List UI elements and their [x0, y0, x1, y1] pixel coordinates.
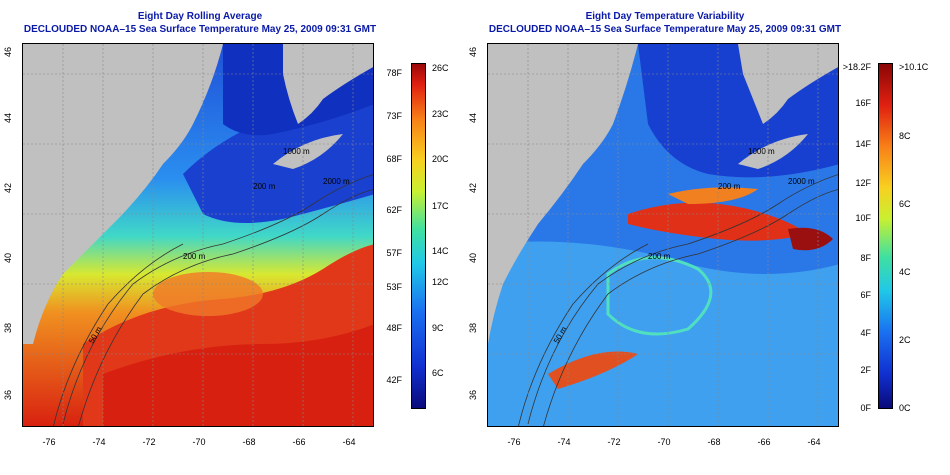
- colorbar-f-label: 62F: [386, 205, 402, 215]
- average-subtitle: DECLOUDED NOAA–15 Sea Surface Temperatur…: [23, 24, 377, 35]
- contour-label: 2000 m: [323, 177, 350, 186]
- variability-subtitle: DECLOUDED NOAA–15 Sea Surface Temperatur…: [488, 24, 842, 35]
- x-tick: -66: [757, 437, 771, 447]
- x-tick: -74: [557, 437, 571, 447]
- x-tick: -70: [657, 437, 671, 447]
- average-map[interactable]: 200 m 2000 m 50 m 200 m 1000 m: [22, 43, 374, 427]
- x-tick: -68: [707, 437, 721, 447]
- colorbar-f-label: 57F: [386, 248, 402, 258]
- x-tick: -72: [142, 437, 156, 447]
- colorbar-f-label: 8F: [860, 253, 871, 263]
- colorbar-c-label: 14C: [432, 246, 449, 256]
- y-tick: 46: [468, 47, 478, 58]
- colorbar-f-label: 10F: [855, 213, 871, 223]
- x-tick: -76: [507, 437, 521, 447]
- contour-label: 200 m: [718, 182, 741, 191]
- x-tick: -76: [42, 437, 56, 447]
- variability-title: Eight Day Temperature Variability: [585, 11, 745, 22]
- contour-label: 200 m: [648, 252, 671, 261]
- average-title: Eight Day Rolling Average: [137, 11, 263, 22]
- y-tick: 44: [3, 113, 13, 124]
- colorbar-f-label: 16F: [855, 98, 871, 108]
- x-tick: -68: [242, 437, 256, 447]
- x-tick: -64: [342, 437, 356, 447]
- variability-map[interactable]: 200 m 2000 m 50 m 200 m 1000 m: [487, 43, 839, 427]
- colorbar-f-label: 4F: [860, 328, 871, 338]
- y-tick: 46: [3, 47, 13, 58]
- colorbar-c-label: >10.1C: [899, 62, 929, 72]
- colorbar-f-label: 68F: [386, 154, 402, 164]
- contour-label: 1000 m: [748, 147, 775, 156]
- colorbar-f-label: 2F: [860, 365, 871, 375]
- contour-label: 200 m: [183, 252, 206, 261]
- colorbar-c-label: 2C: [899, 335, 911, 345]
- colorbar-c-label: 0C: [899, 403, 911, 413]
- colorbar-f-label: 42F: [386, 375, 402, 385]
- y-tick: 40: [3, 253, 13, 264]
- temperature-colorbar: [411, 63, 426, 409]
- variability-map-image: 200 m 2000 m 50 m 200 m 1000 m: [488, 44, 838, 426]
- colorbar-c-label: 23C: [432, 109, 449, 119]
- y-tick: 44: [468, 113, 478, 124]
- contour-label: 200 m: [253, 182, 276, 191]
- colorbar-c-label: 6C: [432, 368, 444, 378]
- x-tick: -74: [92, 437, 106, 447]
- colorbar-f-label: 6F: [860, 290, 871, 300]
- sst-variability-panel: Eight Day Temperature Variability DECLOU…: [465, 0, 940, 475]
- variability-colorbar: [878, 63, 893, 409]
- y-tick: 36: [468, 390, 478, 401]
- colorbar-f-label: 78F: [386, 68, 402, 78]
- y-tick: 38: [3, 323, 13, 334]
- colorbar-c-label: 26C: [432, 63, 449, 73]
- colorbar-f-label: 73F: [386, 111, 402, 121]
- y-tick: 42: [3, 183, 13, 194]
- colorbar-c-label: 17C: [432, 201, 449, 211]
- y-tick: 36: [3, 390, 13, 401]
- colorbar-c-label: 8C: [899, 131, 911, 141]
- x-tick: -72: [607, 437, 621, 447]
- contour-label: 2000 m: [788, 177, 815, 186]
- colorbar-f-label: >18.2F: [842, 62, 871, 72]
- x-tick: -64: [807, 437, 821, 447]
- average-map-image: 200 m 2000 m 50 m 200 m 1000 m: [23, 44, 373, 426]
- y-tick: 38: [468, 323, 478, 334]
- colorbar-f-label: 53F: [386, 282, 402, 292]
- colorbar-f-label: 0F: [860, 403, 871, 413]
- colorbar-c-label: 12C: [432, 277, 449, 287]
- colorbar-c-label: 20C: [432, 154, 449, 164]
- sst-average-panel: Eight Day Rolling Average DECLOUDED NOAA…: [3, 11, 449, 447]
- colorbar-f-label: 12F: [855, 178, 871, 188]
- colorbar-c-label: 9C: [432, 323, 444, 333]
- contour-label: 1000 m: [283, 147, 310, 156]
- x-tick: -66: [292, 437, 306, 447]
- x-tick: -70: [192, 437, 206, 447]
- y-tick: 40: [468, 253, 478, 264]
- colorbar-f-label: 14F: [855, 139, 871, 149]
- colorbar-c-label: 4C: [899, 267, 911, 277]
- colorbar-c-label: 6C: [899, 199, 911, 209]
- y-tick: 42: [468, 183, 478, 194]
- colorbar-f-label: 48F: [386, 323, 402, 333]
